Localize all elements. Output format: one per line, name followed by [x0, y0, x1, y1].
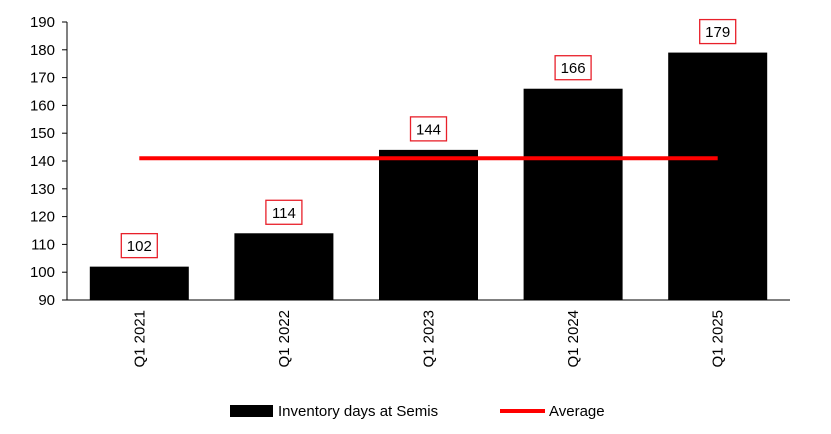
y-axis: 90 100 110 120 130 140 150 160 170 180 190: [30, 14, 68, 309]
data-label-text: 166: [561, 60, 586, 77]
data-label-box: [699, 18, 737, 45]
data-label: 114: [265, 199, 303, 225]
bar-q1-2023: [379, 149, 478, 300]
legend-label: Inventory days at Semis: [278, 403, 438, 420]
bars: [89, 52, 768, 300]
data-label-box: [120, 232, 158, 259]
legend-label: Average: [549, 403, 605, 420]
y-tick-label: 150: [30, 125, 55, 142]
y-tick-label: 130: [30, 181, 55, 198]
x-axis: Q1 2021 Q1 2022 Q1 2023 Q1 2024 Q1 2025: [67, 299, 790, 368]
data-labels: 102 114 144 166 179: [120, 18, 737, 259]
x-tick-label: Q1 2022: [276, 310, 293, 368]
y-tick-label: 90: [38, 292, 55, 309]
y-tick-label: 140: [30, 153, 55, 170]
y-tick-label: 110: [31, 236, 55, 253]
y-tick-label: 180: [30, 42, 55, 59]
x-tick-label: Q1 2025: [710, 310, 727, 368]
y-tick-label: 170: [30, 70, 55, 87]
data-label-text: 179: [705, 24, 730, 41]
y-tick-label: 160: [30, 97, 55, 114]
data-label: 166: [554, 55, 592, 81]
x-tick-label: Q1 2024: [565, 310, 582, 368]
legend-item-inventory-days: Inventory days at Semis: [230, 403, 438, 420]
bar-q1-2021: [89, 266, 189, 300]
data-label-box: [409, 116, 448, 142]
bar-q1-2022: [234, 233, 334, 300]
x-tick-label: Q1 2021: [131, 310, 148, 368]
legend-swatch-bar: [230, 405, 273, 417]
data-label-text: 144: [416, 121, 441, 138]
bar-q1-2024: [523, 88, 623, 300]
data-label-text: 102: [127, 238, 152, 255]
data-label: 179: [699, 18, 737, 45]
x-tick-label: Q1 2023: [421, 310, 438, 368]
y-tick-label: 100: [30, 264, 55, 281]
y-tick-label: 120: [30, 209, 55, 226]
data-label: 144: [409, 116, 448, 142]
legend-item-average: Average: [500, 403, 605, 420]
y-tick-label: 190: [30, 14, 55, 31]
legend: Inventory days at Semis Average: [230, 403, 605, 420]
data-label-box: [265, 199, 303, 225]
data-label-box: [554, 55, 592, 81]
bar-q1-2025: [668, 52, 768, 300]
data-label: 102: [120, 232, 158, 259]
data-label-text: 114: [272, 205, 296, 222]
